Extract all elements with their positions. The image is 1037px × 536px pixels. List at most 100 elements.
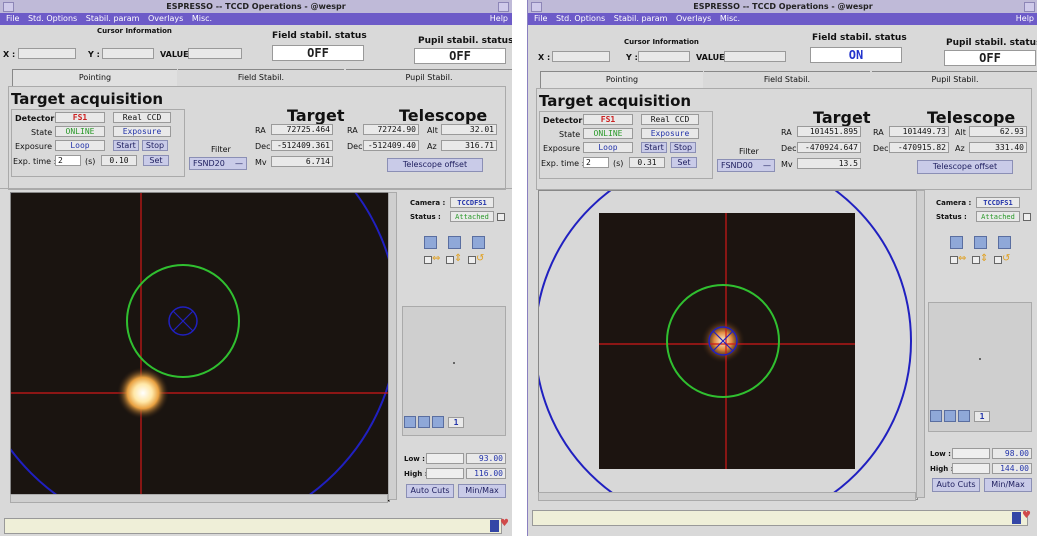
message-bar <box>4 518 502 534</box>
cursor-value-field <box>724 51 786 62</box>
filter-select[interactable]: FSND00 — <box>717 159 775 172</box>
tccd-window-left: ESPRESSO -- TCCD Operations - @wespr Fil… <box>0 0 512 536</box>
tab-bar: Pointing Field Stabil. Pupil Stabil. <box>8 69 512 86</box>
tab-pupil-stabil[interactable]: Pupil Stabil. <box>346 69 512 86</box>
camera-panel: Camera : TCCDFS1 Status : Attached ⇔ ⇕ ↺… <box>400 192 510 502</box>
home-icon[interactable] <box>998 236 1011 249</box>
preview-zoom-in-icon[interactable] <box>404 416 416 428</box>
low-cut-slider[interactable] <box>952 448 990 459</box>
menu-file[interactable]: File <box>6 14 20 23</box>
zoom-out-icon[interactable] <box>448 236 461 249</box>
min-max-button[interactable]: Min/Max <box>458 484 506 498</box>
home-icon[interactable] <box>472 236 485 249</box>
zoom-in-icon[interactable] <box>950 236 963 249</box>
tab-field-stabil[interactable]: Field Stabil. <box>704 71 870 88</box>
low-cut-slider[interactable] <box>426 453 464 464</box>
high-cut-value[interactable]: 144.00 <box>992 463 1032 474</box>
set-button[interactable]: Set <box>671 157 697 168</box>
title-bar[interactable]: ESPRESSO -- TCCD Operations - @wespr <box>0 0 512 13</box>
menu-help[interactable]: Help <box>489 14 508 23</box>
status-indicator-icon <box>1012 512 1021 524</box>
target-mv-value: 13.5 <box>797 158 861 169</box>
tab-pointing[interactable]: Pointing <box>540 71 703 88</box>
menu-stabil-param[interactable]: Stabil. param <box>85 14 140 23</box>
horizontal-scrollbar[interactable] <box>538 492 916 501</box>
menu-std-options[interactable]: Std. Options <box>555 14 606 23</box>
stop-button[interactable]: Stop <box>670 142 696 153</box>
camera-label: Camera : <box>936 199 972 207</box>
horizontal-scrollbar[interactable] <box>10 494 388 503</box>
detector-mode: Real CCD <box>113 112 171 123</box>
preview-home-icon[interactable] <box>432 416 444 428</box>
low-cut-value[interactable]: 93.00 <box>466 453 506 464</box>
high-cut-value[interactable]: 116.00 <box>466 468 506 479</box>
maximize-icon[interactable] <box>1024 2 1035 12</box>
menu-help[interactable]: Help <box>1015 14 1034 23</box>
menu-overlays[interactable]: Overlays <box>147 14 184 23</box>
detector-value: FS1 <box>55 112 105 123</box>
preview-zoom-out-icon[interactable] <box>944 410 956 422</box>
telescope-offset-button[interactable]: Telescope offset <box>387 158 483 172</box>
telescope-heading: Telescope <box>927 108 1016 127</box>
flip-y-checkbox[interactable] <box>446 256 454 264</box>
high-cut-label: High : <box>930 465 954 473</box>
flip-y-checkbox[interactable] <box>972 256 980 264</box>
filter-select[interactable]: FSND20 — <box>189 157 247 170</box>
menu-misc[interactable]: Misc. <box>191 14 213 23</box>
auto-cuts-button[interactable]: Auto Cuts <box>932 478 980 492</box>
low-cut-value[interactable]: 98.00 <box>992 448 1032 459</box>
exposure-mode: Loop <box>55 140 105 151</box>
tab-field-stabil[interactable]: Field Stabil. <box>178 69 344 86</box>
menu-file[interactable]: File <box>534 14 548 23</box>
ccd-image-viewer[interactable] <box>538 190 918 500</box>
preview-zoom-out-icon[interactable] <box>418 416 430 428</box>
maximize-icon[interactable] <box>498 2 509 12</box>
target-dec-label: Dec <box>255 142 271 151</box>
preview-home-icon[interactable] <box>958 410 970 422</box>
auto-cuts-button[interactable]: Auto Cuts <box>406 484 454 498</box>
set-button[interactable]: Set <box>143 155 169 166</box>
tab-pointing[interactable]: Pointing <box>12 69 177 86</box>
high-cut-slider[interactable] <box>426 468 464 479</box>
window-menu-icon[interactable] <box>3 2 14 12</box>
high-cut-label: High : <box>404 470 428 478</box>
rotate-checkbox[interactable] <box>468 256 476 264</box>
menu-stabil-param[interactable]: Stabil. param <box>613 14 668 23</box>
menu-bar: File Std. Options Stabil. param Overlays… <box>0 13 512 25</box>
telescope-offset-button[interactable]: Telescope offset <box>917 160 1013 174</box>
menu-overlays[interactable]: Overlays <box>675 14 712 23</box>
exp-time-input[interactable]: 2 <box>583 157 609 168</box>
section-title: Target acquisition <box>11 90 164 108</box>
stop-button[interactable]: Stop <box>142 140 168 151</box>
field-stabil-label: Field stabil. status <box>272 31 367 41</box>
state-mode: Exposure <box>113 126 171 137</box>
target-dec-label: Dec <box>781 144 797 153</box>
exp-time-input[interactable]: 2 <box>55 155 81 166</box>
flip-x-checkbox[interactable] <box>424 256 432 264</box>
pointing-panel: Target acquisition Detector FS1 Real CCD… <box>8 86 506 190</box>
min-max-button[interactable]: Min/Max <box>984 478 1032 492</box>
camera-checkbox[interactable] <box>497 213 505 221</box>
menu-misc[interactable]: Misc. <box>719 14 741 23</box>
start-button[interactable]: Start <box>641 142 667 153</box>
high-cut-slider[interactable] <box>952 463 990 474</box>
zoom-out-icon[interactable] <box>974 236 987 249</box>
tab-pupil-stabil[interactable]: Pupil Stabil. <box>872 71 1037 88</box>
low-cut-label: Low : <box>930 450 951 458</box>
star-image <box>117 367 169 419</box>
title-bar[interactable]: ESPRESSO -- TCCD Operations - @wespr <box>528 0 1037 13</box>
preview-zoom-in-icon[interactable] <box>930 410 942 422</box>
zoom-in-icon[interactable] <box>424 236 437 249</box>
window-menu-icon[interactable] <box>531 2 542 12</box>
pupil-stabil-status: OFF <box>944 50 1036 66</box>
menu-std-options[interactable]: Std. Options <box>27 14 78 23</box>
vertical-scrollbar[interactable] <box>388 192 397 500</box>
start-button[interactable]: Start <box>113 140 139 151</box>
ccd-image-viewer[interactable] <box>10 192 390 502</box>
vertical-scrollbar[interactable] <box>916 190 925 498</box>
flip-x-checkbox[interactable] <box>950 256 958 264</box>
state-label: State <box>559 130 581 139</box>
rotate-checkbox[interactable] <box>994 256 1002 264</box>
camera-checkbox[interactable] <box>1023 213 1031 221</box>
ccd-image <box>539 191 917 499</box>
